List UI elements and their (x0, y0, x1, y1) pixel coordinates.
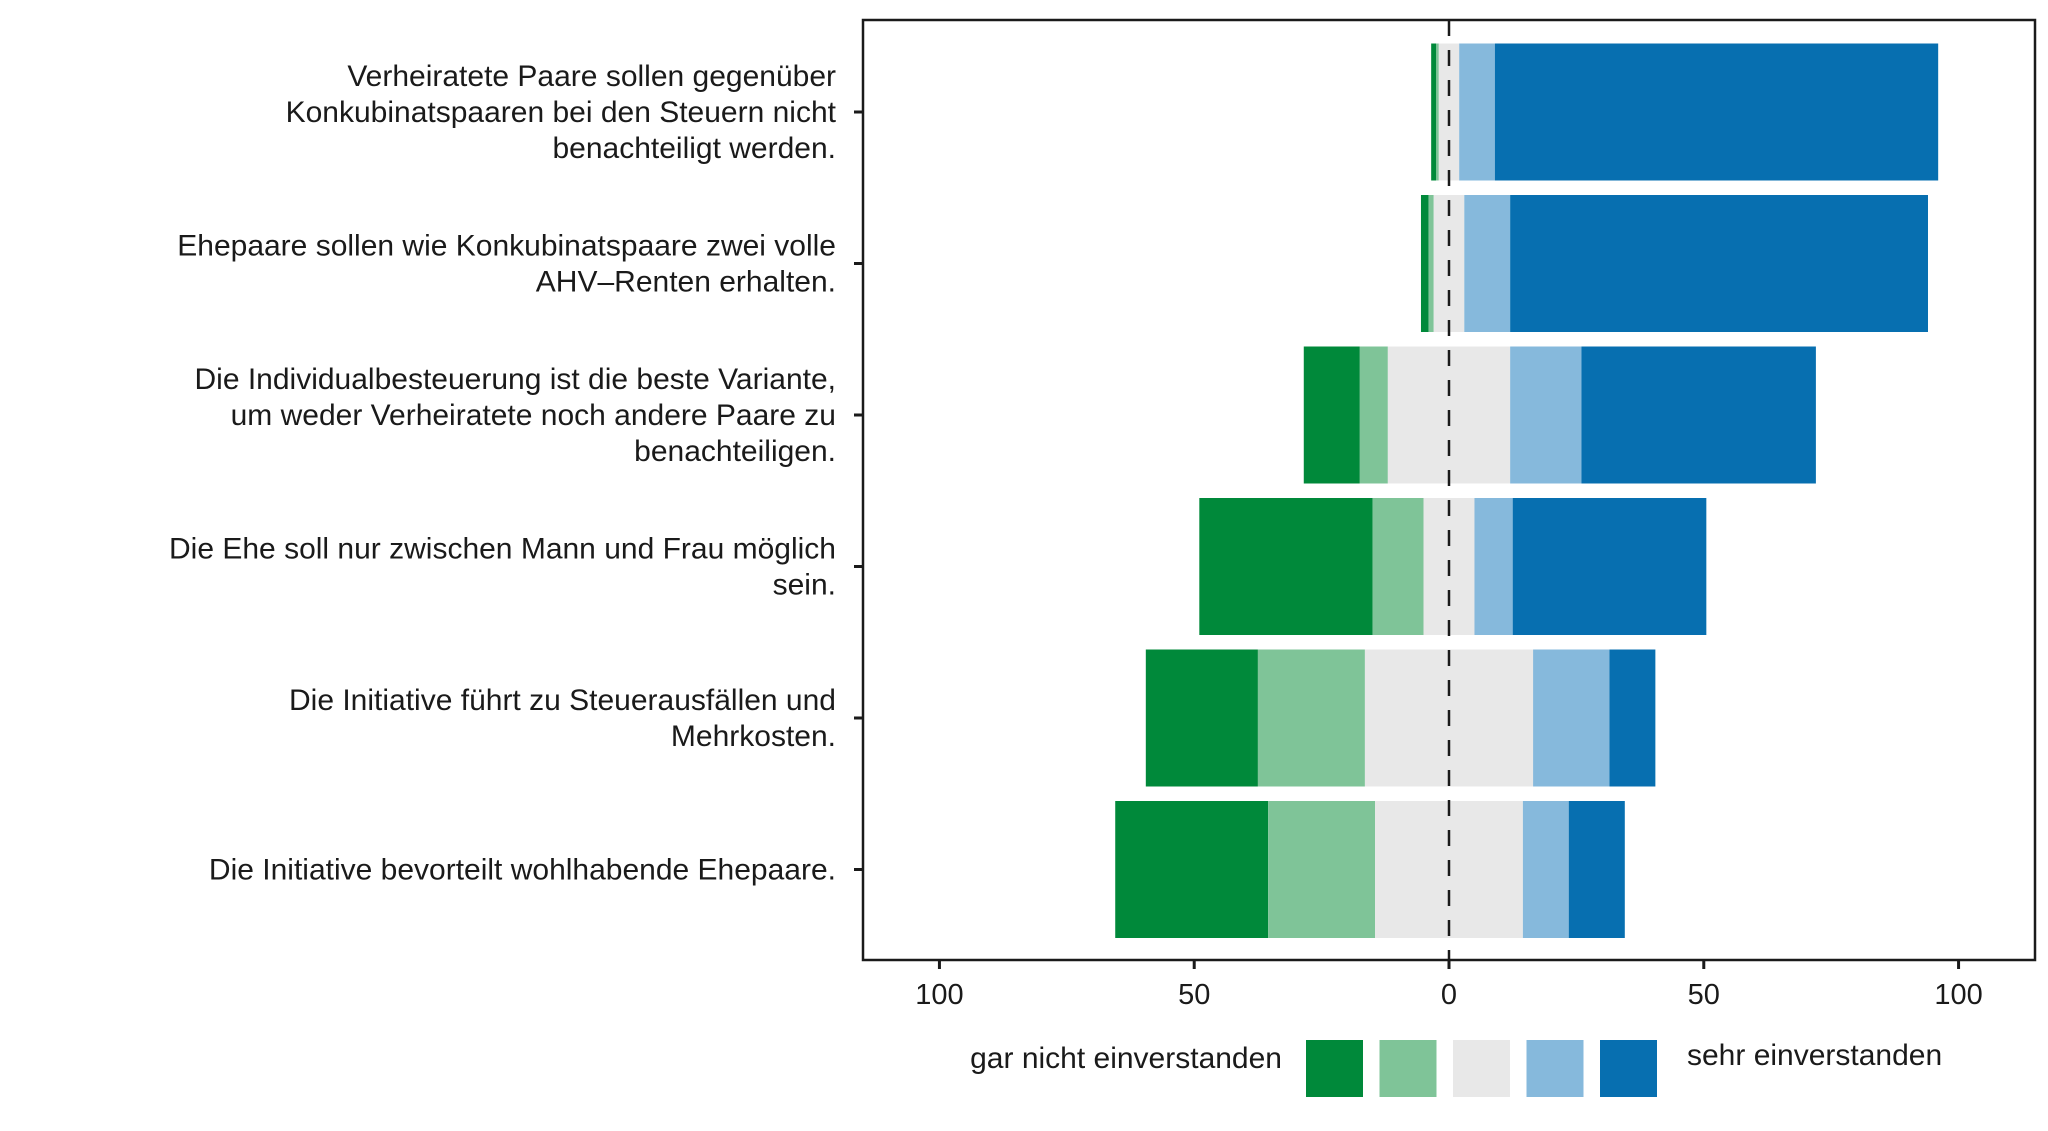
category-label-4-line-1: Die Ehe soll nur zwischen Mann und Frau … (169, 533, 836, 566)
bar-segment-row3-s2 (1359, 346, 1388, 484)
bar-segment-row4-s5 (1512, 498, 1707, 635)
category-label-3: Die Individualbesteuerung ist die beste … (194, 363, 836, 468)
bar-segment-row6-s2 (1268, 801, 1376, 938)
bar-segment-row3-s1 (1303, 346, 1360, 484)
category-label-3-line-2: um weder Verheiratete noch andere Paare … (231, 399, 836, 432)
bar-segment-row1-s2 (1436, 43, 1439, 181)
legend-right-label: sehr einverstanden (1687, 1039, 1942, 1072)
x-tick-label-3: 0 (1441, 979, 1457, 1011)
x-tick-label-2: 50 (1178, 979, 1210, 1011)
bar-segment-row5-s4 (1533, 649, 1610, 787)
y-axis-ticks (854, 110, 863, 871)
bar-segment-row2-s5 (1510, 195, 1928, 332)
category-label-2-line-1: Ehepaare sollen wie Konkubinatspaare zwe… (177, 230, 836, 263)
category-labels: Verheiratete Paare sollen gegenüber Konku… (169, 60, 837, 887)
category-label-1-line-3: benachteiligt werden. (552, 132, 836, 165)
bar-segment-row4-s1 (1199, 498, 1373, 635)
legend-swatches (1306, 1040, 1657, 1097)
bar-segment-row5-s5 (1609, 649, 1656, 787)
bar-segment-row3-s4 (1510, 346, 1582, 484)
bar-segment-row2-s4 (1464, 195, 1511, 332)
x-tick-label-1: 100 (915, 979, 963, 1011)
bar-segment-row1-s1 (1431, 43, 1437, 181)
x-axis-ticks: 100 50 0 50 100 (915, 960, 1983, 1011)
category-label-1-line-2: Konkubinatspaaren bei den Steuern nicht (286, 96, 837, 129)
legend-swatch-s2 (1379, 1040, 1437, 1097)
bar-segment-row6-s1 (1115, 801, 1269, 938)
x-tick-label-4: 50 (1688, 979, 1720, 1011)
category-label-2: Ehepaare sollen wie Konkubinatspaare zwe… (177, 230, 836, 299)
category-label-6: Die Initiative bevorteilt wohlhabende Eh… (209, 854, 836, 887)
category-label-1: Verheiratete Paare sollen gegenüber Konku… (286, 60, 837, 165)
legend-swatch-s4 (1526, 1040, 1584, 1097)
bars-layer (1115, 43, 1939, 938)
category-label-3-line-3: benachteiligen. (634, 435, 836, 468)
category-label-5-line-1: Die Initiative führt zu Steuerausfällen … (289, 684, 836, 717)
category-label-1-line-1: Verheiratete Paare sollen gegenüber (347, 60, 836, 93)
bar-segment-row3-s5 (1581, 346, 1816, 484)
legend: gar nicht einverstanden sehr einverstand… (970, 1039, 1942, 1097)
category-label-6-line-1: Die Initiative bevorteilt wohlhabende Eh… (209, 854, 836, 887)
bar-segment-row1-s4 (1459, 43, 1495, 181)
legend-left-label: gar nicht einverstanden (970, 1042, 1282, 1075)
category-label-4: Die Ehe soll nur zwischen Mann und Frau … (169, 533, 836, 602)
bar-segment-row5-s2 (1257, 649, 1365, 787)
bar-segment-row2-s2 (1428, 195, 1434, 332)
bar-segment-row6-s5 (1568, 801, 1625, 938)
bar-segment-row6-s4 (1522, 801, 1569, 938)
category-label-5: Die Initiative führt zu Steuerausfällen … (289, 684, 836, 753)
bar-segment-row4-s2 (1372, 498, 1424, 635)
bar-segment-row4-s4 (1474, 498, 1513, 635)
category-label-3-line-1: Die Individualbesteuerung ist die beste … (194, 363, 836, 396)
category-label-5-line-2: Mehrkosten. (671, 720, 836, 753)
category-label-2-line-2: AHV–Renten erhalten. (536, 266, 836, 299)
bar-segment-row1-s5 (1494, 43, 1939, 181)
legend-swatch-s3 (1453, 1040, 1510, 1097)
legend-swatch-s1 (1306, 1040, 1363, 1097)
legend-swatch-s5 (1600, 1040, 1657, 1097)
category-label-4-line-2: sein. (773, 569, 836, 602)
bar-segment-row2-s1 (1420, 195, 1429, 332)
bar-segment-row5-s1 (1145, 649, 1258, 787)
x-tick-label-5: 100 (1934, 979, 1982, 1011)
